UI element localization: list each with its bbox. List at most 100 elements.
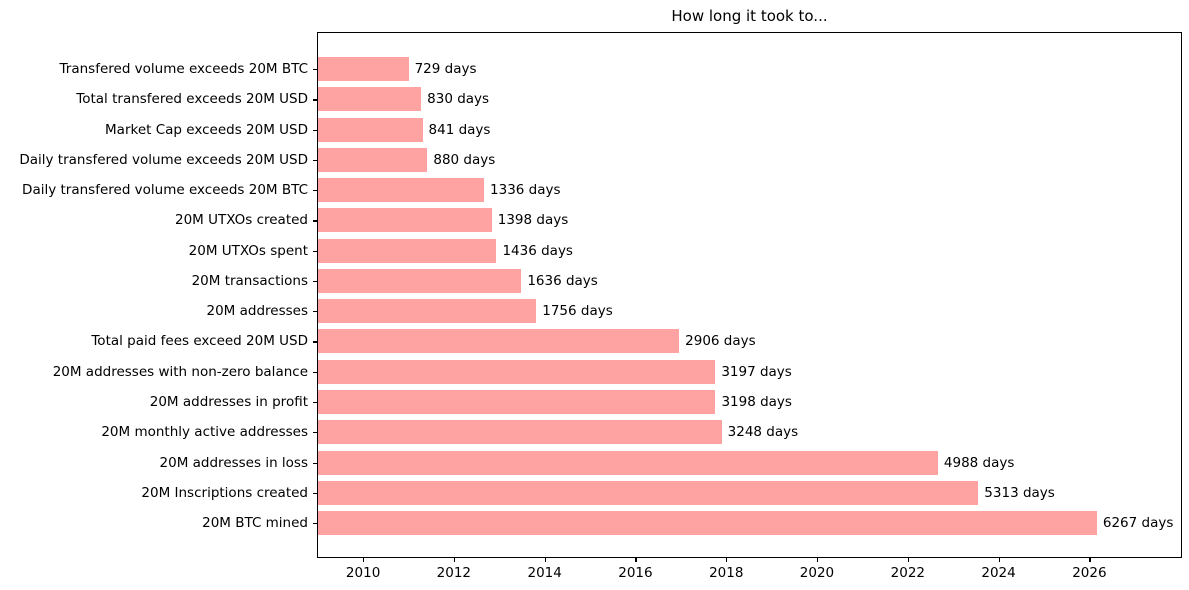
bar-row: 20M monthly active addresses 3248 days — [101, 417, 1181, 447]
x-axis-tick-mark — [1089, 558, 1091, 562]
bar-value-label: 841 days — [428, 121, 491, 138]
y-axis-category-label: 20M UTXOs created — [174, 212, 308, 229]
x-axis-tick-label: 2014 — [527, 565, 562, 581]
y-axis-tick-mark — [313, 371, 317, 373]
y-axis-category-label: Total transfered exceeds 20M USD — [76, 91, 308, 108]
bar-row: Total paid fees exceed 20M USD 2906 days — [91, 326, 1181, 356]
bar — [318, 299, 537, 324]
y-axis-tick-mark — [313, 523, 317, 525]
y-axis-category-label: 20M BTC mined — [202, 515, 308, 532]
y-axis-category-label: 20M UTXOs spent — [188, 242, 308, 259]
bar — [318, 420, 722, 445]
y-axis-tick-mark — [313, 129, 317, 131]
bar-value-label: 4988 days — [943, 454, 1015, 471]
bar-value-label: 880 days — [433, 151, 496, 168]
bar-value-label: 1756 days — [542, 303, 613, 320]
y-axis-tick-mark — [313, 190, 317, 192]
bar-row: 20M addresses with non-zero balance 3197 … — [53, 357, 1181, 387]
x-axis-tick-label: 2010 — [345, 565, 381, 581]
bar-row: 20M addresses in loss 4988 days — [160, 447, 1181, 477]
bar-row: Daily transfered volume exceeds 20M BTC 1… — [22, 175, 1181, 205]
x-axis-tick-mark — [816, 558, 819, 562]
x-axis-tick-label: 2018 — [709, 565, 744, 581]
bar-row: 20M transactions 1636 days — [192, 266, 1181, 296]
bar — [318, 511, 1097, 536]
bar-value-label: 729 days — [414, 61, 477, 78]
y-axis-tick-mark — [313, 311, 317, 313]
bar-row: 20M addresses in profit 3198 days — [150, 387, 1181, 417]
y-axis-category-label: 20M transactions — [191, 272, 308, 289]
plot-area: Transfered volume exceeds 20M BTC 729 day… — [19, 32, 1182, 581]
bar-row: 20M Inscriptions created 5313 days — [141, 478, 1181, 508]
y-axis-category-label: 20M addresses — [206, 303, 309, 320]
bar-value-label: 1436 days — [502, 242, 573, 259]
y-axis-category-label: 20M Inscriptions created — [141, 484, 308, 501]
bar — [318, 480, 979, 505]
bar-row: Market Cap exceeds 20M USD 841 days — [105, 115, 1181, 145]
y-axis-category-label: Market Cap exceeds 20M USD — [105, 121, 308, 138]
x-axis-tick-mark — [635, 558, 637, 562]
bar-row: Total transfered exceeds 20M USD 830 days — [76, 84, 1181, 114]
y-axis-tick-mark — [313, 99, 317, 101]
y-axis-tick-mark — [313, 401, 317, 404]
y-axis-tick-mark — [313, 492, 317, 494]
y-axis-category-label: 20M addresses in profit — [149, 393, 308, 410]
x-axis-tick-label: 2012 — [436, 565, 472, 581]
y-axis-tick-mark — [313, 220, 317, 222]
bar — [318, 178, 485, 203]
x-axis-tick-label: 2024 — [981, 565, 1016, 581]
bar-value-label: 2906 days — [685, 333, 756, 350]
y-axis-tick-mark — [313, 432, 317, 434]
bar-row: 20M BTC mined 6267 days — [202, 508, 1181, 538]
bar — [318, 238, 497, 263]
bar-value-label: 3198 days — [721, 393, 792, 410]
bar-value-label: 1636 days — [527, 272, 598, 289]
x-axis-tick-label: 2026 — [1072, 565, 1107, 581]
chart-title: How long it took to... — [671, 7, 828, 25]
x-axis-tick-label: 2020 — [799, 565, 835, 581]
bar — [318, 329, 680, 354]
bar-row: Transfered volume exceeds 20M BTC 729 day… — [60, 54, 1181, 84]
y-axis-category-label: 20M monthly active addresses — [101, 424, 308, 441]
y-axis-category-label: Transfered volume exceeds 20M BTC — [59, 61, 308, 78]
bar — [318, 450, 938, 475]
bar — [318, 57, 409, 82]
y-axis-category-label: Daily transfered volume exceeds 20M BTC — [22, 182, 308, 199]
x-axis-tick-mark — [907, 558, 910, 562]
bar — [318, 147, 428, 172]
bar-value-label: 5313 days — [984, 484, 1055, 501]
y-axis-tick-mark — [313, 280, 317, 283]
bar — [318, 87, 422, 112]
y-axis-tick-mark — [313, 462, 317, 464]
bar — [318, 117, 423, 142]
x-axis-tick-mark — [998, 558, 1000, 562]
y-axis-tick-mark — [313, 341, 317, 343]
bar — [318, 268, 522, 293]
x-axis-tick-mark — [544, 558, 546, 562]
x-axis-tick-label: 2016 — [618, 565, 653, 581]
bar-row: Daily transfered volume exceeds 20M USD 8… — [19, 145, 1181, 175]
x-axis-tick-mark — [453, 558, 456, 562]
bar-value-label: 3248 days — [727, 424, 799, 441]
bar — [318, 389, 716, 414]
bar-value-label: 1398 days — [497, 212, 569, 229]
y-axis-tick-mark — [313, 159, 317, 162]
bar-row: 20M UTXOs spent 1436 days — [189, 236, 1181, 266]
bar-value-label: 1336 days — [490, 182, 561, 199]
y-axis-category-label: Total paid fees exceed 20M USD — [91, 333, 308, 350]
bar — [318, 359, 716, 384]
bar-row: 20M UTXOs created 1398 days — [175, 205, 1181, 235]
bar-value-label: 6267 days — [1102, 515, 1174, 532]
y-axis-tick-mark — [313, 250, 317, 252]
x-axis-tick-mark — [726, 558, 728, 562]
y-axis-tick-mark — [313, 69, 317, 71]
y-axis-category-label: 20M addresses in loss — [159, 454, 308, 471]
y-axis-category-label: Daily transfered volume exceeds 20M USD — [19, 151, 308, 168]
bar-value-label: 3197 days — [721, 363, 792, 380]
bar-row: 20M addresses 1756 days — [207, 296, 1181, 326]
bar-value-label: 830 days — [427, 91, 490, 108]
y-axis-category-label: 20M addresses with non-zero balance — [52, 363, 308, 380]
x-axis-tick-label: 2022 — [890, 565, 926, 581]
bar — [318, 208, 492, 233]
